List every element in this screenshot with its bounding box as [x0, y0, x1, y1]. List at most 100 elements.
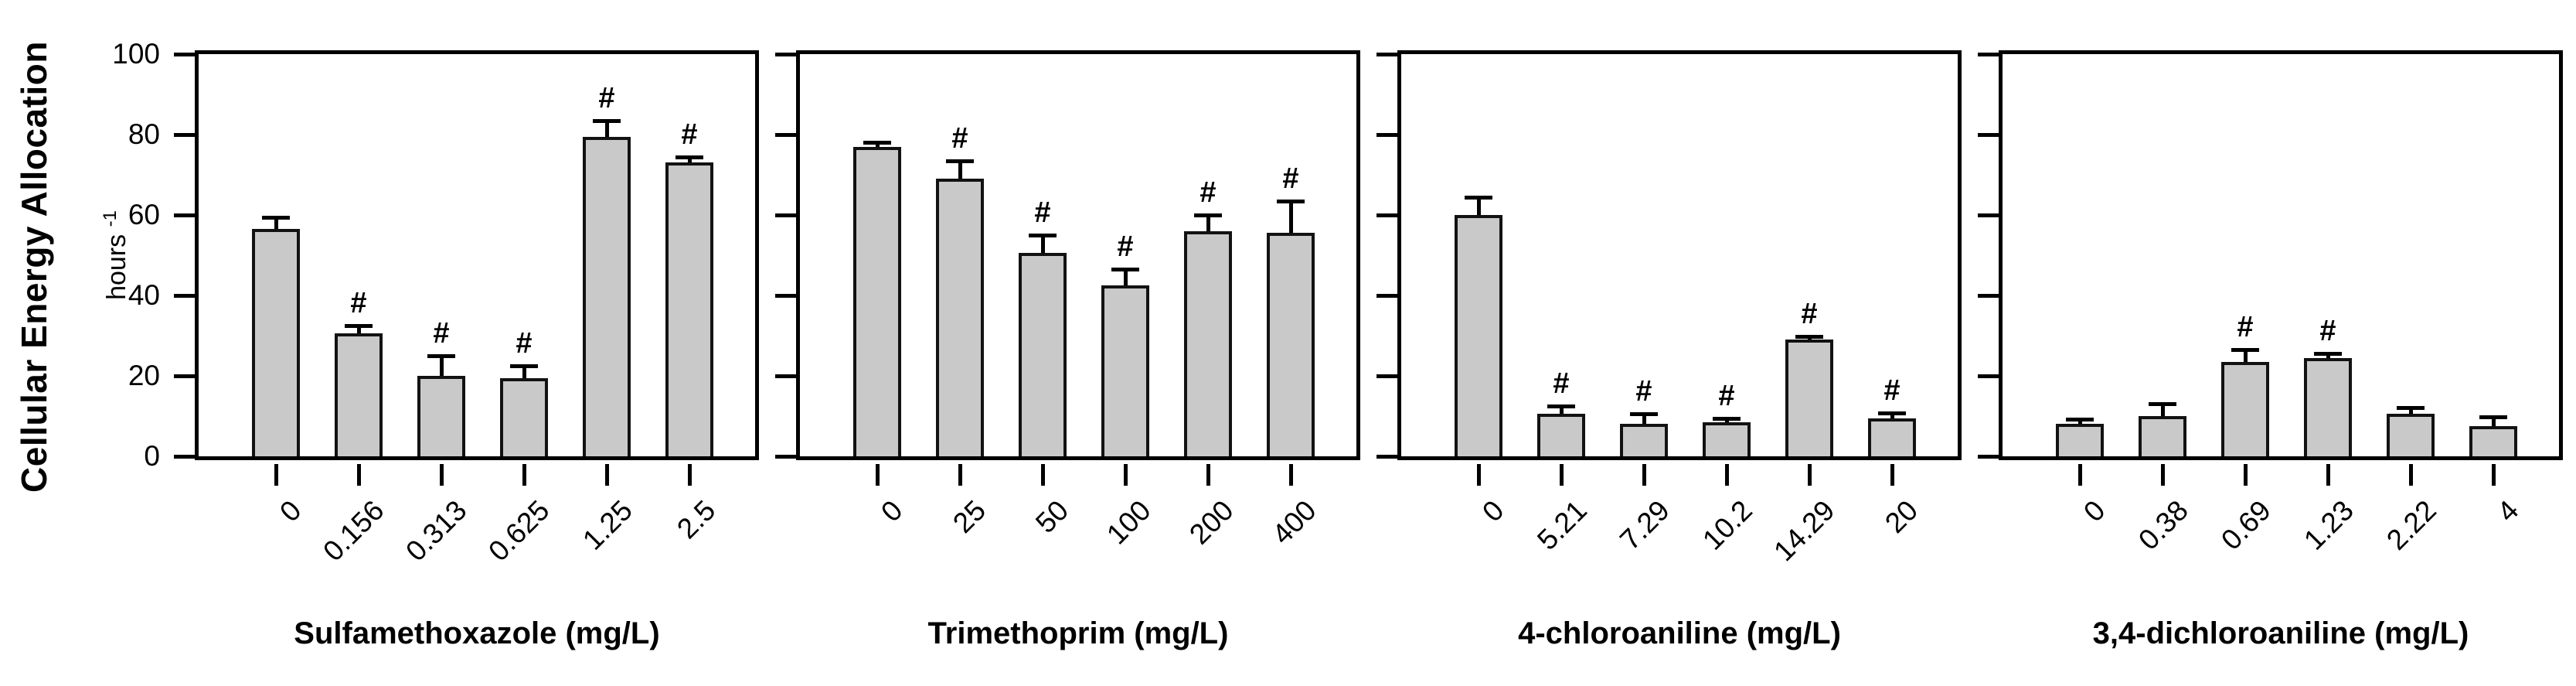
bar: [1267, 233, 1315, 456]
y-tick: [1978, 374, 1999, 378]
panel-4-chloroaniline: # # # # # 0 5.21 7.29 10.2 14.29 20 4-chloroanili…: [1376, 50, 1962, 651]
x-tick-label: 200: [1183, 494, 1240, 551]
x-tick-label: 0.69: [2215, 494, 2277, 556]
significance-marker: #: [2237, 311, 2254, 344]
x-tick: [875, 464, 880, 486]
x-tick: [1476, 464, 1481, 486]
significance-marker: #: [1884, 374, 1901, 407]
error-bar-cap: [345, 324, 373, 328]
bar: [853, 146, 901, 456]
x-tick-label: 5.21: [1531, 494, 1593, 556]
error-bar: [522, 366, 526, 381]
x-tick: [1206, 464, 1210, 486]
bar: [2139, 416, 2186, 456]
error-bar-cap: [1277, 199, 1305, 203]
y-tick: [1376, 374, 1397, 378]
y-tick: [775, 293, 796, 298]
y-tick: [174, 374, 195, 378]
x-tick-label: 0: [1476, 494, 1510, 528]
error-bar-cap: [1194, 213, 1222, 217]
bar: [335, 333, 383, 456]
y-tick: [1978, 213, 1999, 217]
x-tick: [1890, 464, 1894, 486]
y-axis-title: Cellular Energy Allocation: [14, 41, 54, 493]
y-tick: [775, 132, 796, 137]
x-axis-labels: 0 5.21 7.29 10.2 14.29 20: [1397, 460, 1962, 615]
x-tick-label: 10.2: [1696, 494, 1758, 556]
x-tick: [2243, 464, 2248, 486]
significance-marker: #: [516, 327, 533, 360]
error-bar-cap: [510, 364, 538, 368]
x-tick: [2077, 464, 2082, 486]
bar: [1019, 253, 1067, 456]
x-tick: [2408, 464, 2413, 486]
y-tick-label: 40: [128, 279, 160, 311]
x-tick: [687, 464, 692, 486]
y-tick: [174, 213, 195, 217]
significance-marker: #: [350, 287, 367, 319]
panel-trimethoprim: # # # # # 0 25 50 100 200 400 Trimethoprim (mg/L): [775, 50, 1360, 651]
bar: [417, 376, 465, 456]
x-tick: [1724, 464, 1729, 486]
y-tick: [775, 454, 796, 459]
y-tick: [775, 213, 796, 217]
plot-area: # # # # #: [775, 50, 1360, 486]
plot-area: # # # # #: [1376, 50, 1962, 486]
x-tick: [356, 464, 361, 486]
x-tick-label: 400: [1266, 494, 1322, 551]
error-bar-cap: [1630, 412, 1658, 417]
error-bar: [439, 356, 444, 379]
error-bar-cap: [1795, 335, 1823, 340]
error-bar-cap: [863, 141, 891, 145]
x-axis-labels: 0 0.156 0.313 0.625 1.25 2.5: [195, 460, 759, 615]
significance-marker: #: [598, 81, 615, 114]
error-bar: [2408, 408, 2413, 418]
y-tick: [1978, 52, 1999, 56]
error-bar: [274, 217, 278, 233]
y-tick: [1376, 52, 1397, 56]
x-tick: [2491, 464, 2496, 486]
significance-marker: #: [1553, 367, 1570, 400]
significance-marker: #: [1801, 298, 1818, 331]
y-tick-label: 60: [128, 199, 160, 230]
x-tick: [604, 464, 609, 486]
x-axis-title: Trimethoprim (mg/L): [927, 616, 1229, 650]
x-tick-label: 0.38: [2132, 494, 2194, 556]
x-axis-title: 4-chloroaniline (mg/L): [1518, 616, 1841, 650]
x-tick-label: 7.29: [1614, 494, 1676, 556]
error-bar: [1288, 200, 1293, 237]
significance-marker: #: [1117, 230, 1134, 264]
y-tick-label: 20: [128, 360, 160, 391]
bar: [1455, 215, 1502, 456]
x-tick-label: 4: [2491, 494, 2525, 528]
error-bar: [2326, 353, 2330, 361]
x-tick: [1123, 464, 1128, 486]
x-tick-label: 0.313: [400, 494, 473, 568]
y-tick-label: 0: [144, 440, 160, 472]
x-tick: [1807, 464, 1812, 486]
error-bar-cap: [1713, 416, 1741, 421]
x-tick: [2326, 464, 2330, 486]
x-tick-label: 2.5: [670, 494, 721, 545]
error-bar-cap: [593, 118, 621, 123]
y-tick: [1376, 213, 1397, 217]
x-tick-label: 20: [1878, 494, 1924, 540]
error-bar-cap: [1465, 195, 1492, 200]
y-tick: [1978, 454, 1999, 459]
bar: [2469, 426, 2517, 456]
y-tick: [775, 374, 796, 378]
x-axis-title: 3,4-dichloroaniline (mg/L): [2092, 616, 2469, 650]
y-tick: [1376, 293, 1397, 298]
error-bar-cap: [262, 215, 290, 220]
plot-area: # #: [1978, 50, 2563, 486]
x-tick-label: 0: [875, 494, 909, 528]
y-tick: [174, 132, 195, 137]
error-bar: [2077, 418, 2082, 428]
error-bar: [1476, 196, 1481, 218]
x-tick-label: 14.29: [1768, 494, 1841, 568]
y-tick-label: 80: [128, 118, 160, 150]
bar: [665, 162, 713, 456]
error-bar-cap: [2149, 402, 2176, 407]
x-tick-label: 0: [274, 494, 308, 528]
bar: [1184, 230, 1232, 456]
